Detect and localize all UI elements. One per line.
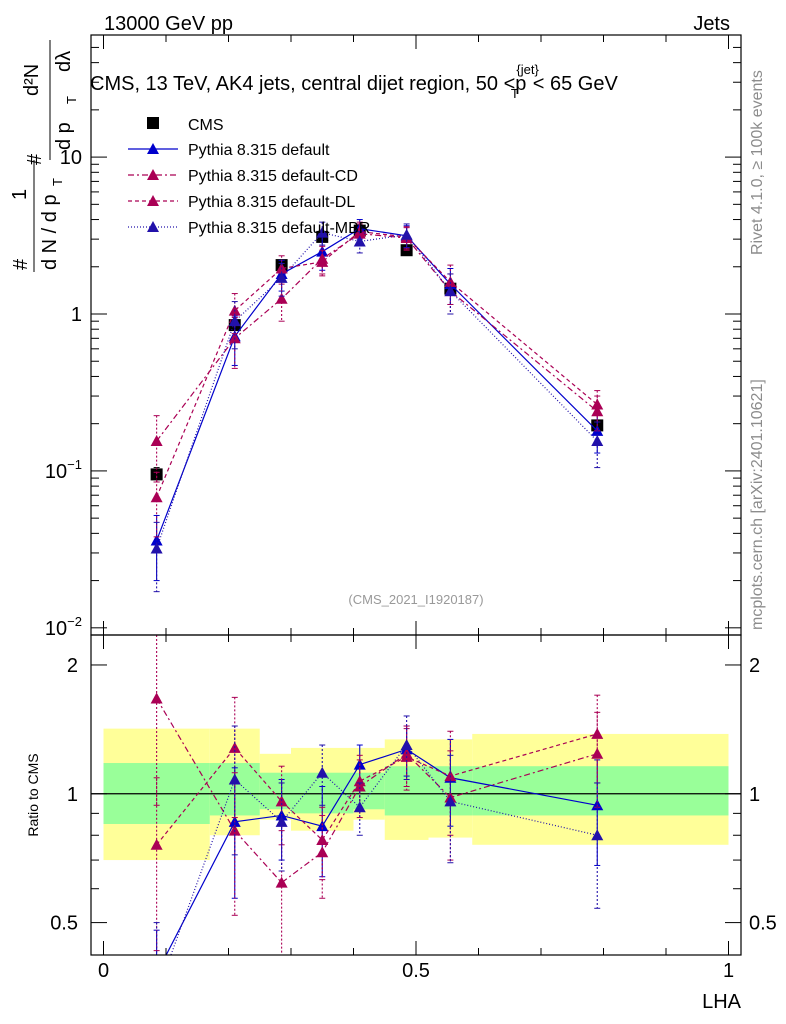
legend-label-cd: Pythia 8.315 default-CD: [188, 168, 358, 185]
point-dl: [316, 255, 329, 267]
legend-marker-default: [147, 143, 159, 154]
point-cms: [150, 468, 163, 481]
series-line-dl: [156, 230, 598, 498]
ylabel-dn-dpt: d N / d p: [39, 194, 61, 270]
point-mbr: [400, 228, 413, 240]
title-tail: < 65 GeV: [533, 73, 619, 95]
ratio-panel: 0.5 0.51 12 2 0 0.5 1 Ratio to CMS LHA: [25, 634, 777, 1013]
x-axis-label: LHA: [702, 991, 742, 1013]
ratio-line-cd: [156, 698, 598, 884]
band-stat-uncertainty: [259, 772, 291, 810]
ylabel-hash1: #: [10, 258, 32, 270]
ratio-axis-ticks: [91, 635, 741, 955]
ratio-line-dl: [156, 733, 598, 846]
point-cd: [275, 292, 288, 304]
point-dl: [591, 398, 604, 410]
main-series-layer: [150, 219, 604, 593]
ratio-y-axis-label: Ratio to CMS: [25, 753, 41, 836]
legend-label-mbr: Pythia 8.315 default-MBR: [188, 220, 370, 237]
main-panel: 10−2 10−1 1 10 CMS, 13 TeV, AK4 jets, centr…: [9, 34, 742, 640]
series-line-cd: [156, 233, 598, 442]
mcplots-reference-text: mcplots.cern.ch [arXiv:2401.10621]: [749, 379, 766, 630]
header-left: 13000 GeV pp: [104, 13, 233, 35]
series-def: [150, 219, 604, 582]
ratio-point-dl: [591, 727, 604, 739]
rivet-version-text: Rivet 4.1.0, ≥ 100k events: [749, 70, 766, 255]
ratio-y-tick-label-right: 2: [749, 655, 760, 677]
ratio-y-tick-label-right: 1: [749, 784, 760, 806]
ylabel-one: 1: [9, 189, 31, 200]
main-y-tick-labels: 10−2 10−1 1 10: [45, 147, 82, 640]
ratio-y-tick-label-right: 0.5: [749, 913, 777, 935]
header-right: Jets: [693, 13, 730, 35]
point-dl: [444, 275, 457, 287]
point-mbr: [150, 542, 163, 554]
legend-marker-cd: [147, 169, 159, 180]
title-main: CMS, 13 TeV, AK4 jets, central dijet reg…: [90, 73, 526, 95]
point-mbr: [275, 271, 288, 283]
ratio-point-mbr: [275, 815, 288, 827]
point-mbr: [228, 315, 241, 327]
ratio-series-dl: [150, 694, 604, 952]
title-subscript: T: [511, 86, 519, 101]
ratio-point-cd: [275, 876, 288, 888]
point-dl: [150, 491, 163, 503]
ratio-point-mbr: [228, 773, 241, 785]
point-mbr: [353, 235, 366, 247]
ratio-point-cd: [591, 747, 604, 759]
x-tick-label: 1: [723, 960, 734, 982]
ylabel-subscript-t2: T: [64, 96, 79, 104]
title-text: CMS, 13 TeV, AK4 jets, central dijet reg…: [90, 62, 618, 101]
point-mbr: [444, 285, 457, 297]
legend-label-dl: Pythia 8.315 default-DL: [188, 194, 355, 211]
series-line-mbr: [156, 231, 598, 549]
ylabel-dlambda: dλ: [53, 51, 75, 72]
main-y-axis-label: # 1 d N / d p T # d²N d p T dλ: [9, 40, 79, 272]
main-axis-ticks: [91, 34, 741, 636]
ratio-point-dl: [353, 775, 366, 787]
x-tick-label: 0: [98, 960, 109, 982]
title-superscript: {jet}: [516, 62, 539, 77]
ratio-point-mbr: [353, 801, 366, 813]
ylabel-d2n: d²N: [21, 64, 43, 96]
main-title: CMS, 13 TeV, AK4 jets, central dijet reg…: [90, 62, 618, 101]
x-tick-label: 0.5: [402, 960, 430, 982]
point-mbr: [316, 226, 329, 238]
legend: CMS Pythia 8.315 default Pythia 8.315 de…: [128, 117, 370, 237]
ratio-point-def: [316, 820, 329, 832]
point-mbr: [591, 435, 604, 447]
ratio-y-tick-labels: 0.5 0.5 1 1 2 2: [50, 655, 777, 935]
ylabel-dpt: d p: [53, 122, 75, 150]
ylabel-subscript-t1: T: [50, 178, 65, 186]
legend-marker-mbr: [147, 221, 159, 232]
main-y-tick-label: 10: [60, 147, 82, 169]
ratio-y-tick-label-left: 0.5: [50, 913, 78, 935]
ratio-point-dl: [150, 838, 163, 850]
ratio-point-dl: [316, 833, 329, 845]
legend-label-default: Pythia 8.315 default: [188, 142, 330, 159]
ratio-point-mbr: [444, 795, 457, 807]
ylabel-hash2: #: [24, 153, 46, 165]
ratio-point-cd: [150, 692, 163, 704]
ratio-line-mbr: [170, 744, 598, 955]
ratio-uncertainty-bands: [91, 728, 741, 861]
ratio-y-tick-label-left: 2: [67, 655, 78, 677]
ratio-point-mbr: [400, 739, 413, 751]
main-y-tick-label: 10−2: [45, 614, 82, 640]
main-y-tick-label: 1: [71, 304, 82, 326]
legend-marker-cms: [147, 117, 159, 129]
point-cd: [150, 435, 163, 447]
ratio-y-tick-label-left: 1: [67, 784, 78, 806]
ratio-point-mbr: [316, 766, 329, 778]
analysis-id-watermark: (CMS_2021_I1920187): [348, 592, 483, 607]
legend-marker-dl: [147, 195, 159, 206]
series-mbr: [150, 221, 604, 593]
series-line-def: [156, 228, 598, 541]
ratio-point-mbr: [591, 829, 604, 841]
legend-label-cms: CMS: [188, 117, 224, 134]
ratio-x-tick-labels: 0 0.5 1: [98, 960, 734, 982]
main-y-tick-label: 10−1: [45, 457, 82, 483]
